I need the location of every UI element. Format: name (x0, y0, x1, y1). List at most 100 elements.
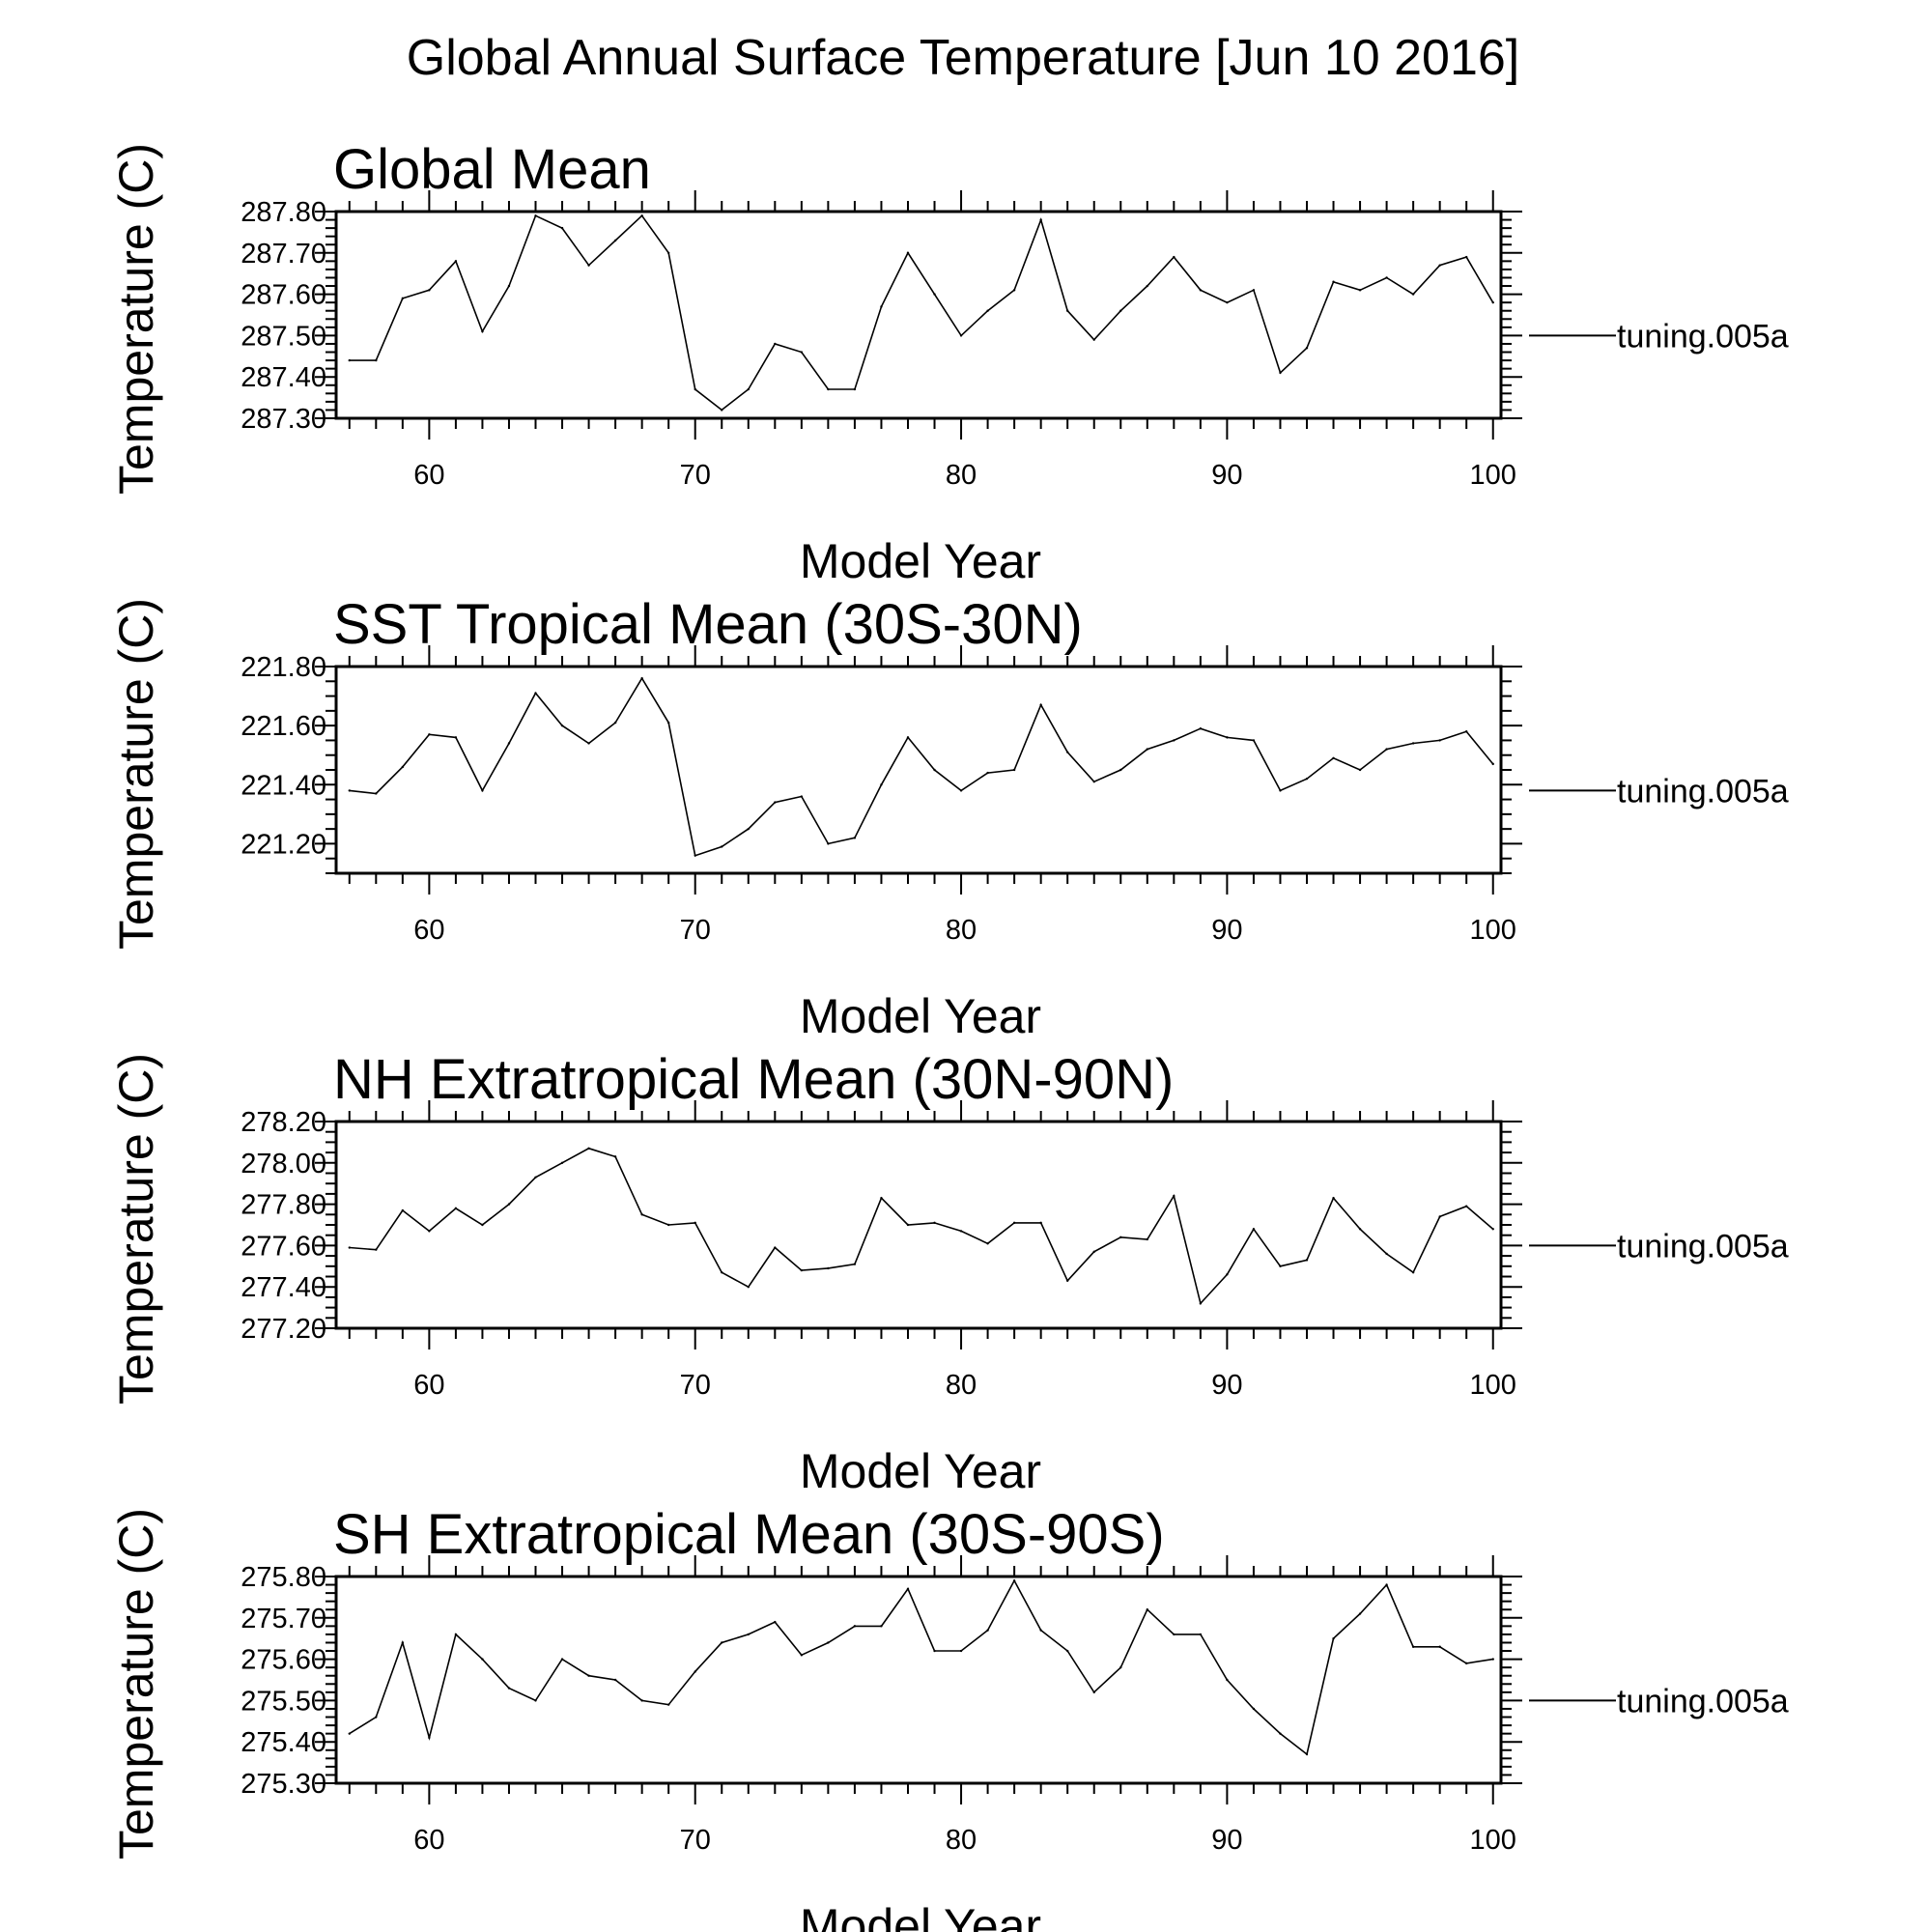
data-point (1279, 1732, 1282, 1735)
data-point (906, 1223, 910, 1227)
data-point (640, 1699, 643, 1702)
data-point (1092, 338, 1095, 341)
x-tick-label: 90 (1211, 1370, 1242, 1401)
data-point (1385, 1583, 1388, 1586)
x-axis-label: Model Year (800, 989, 1041, 1043)
data-point (933, 768, 936, 772)
data-point (1065, 1649, 1069, 1653)
data-point (694, 1670, 696, 1673)
data-point (1119, 309, 1122, 312)
data-point (1012, 1221, 1016, 1225)
data-point (348, 1732, 351, 1735)
data-point (348, 358, 351, 362)
data-point (827, 1641, 830, 1644)
data-point (1385, 1252, 1388, 1256)
data-point (1065, 751, 1069, 753)
data-point (1358, 1612, 1362, 1615)
data-point (853, 1263, 857, 1265)
x-tick-label: 80 (946, 1370, 977, 1401)
data-point (747, 1633, 750, 1636)
x-tick-label: 60 (413, 460, 444, 491)
data-point (1411, 742, 1415, 745)
y-axis-label: Temperature (C) (109, 143, 163, 495)
data-point (1199, 1633, 1203, 1636)
data-point (694, 854, 696, 857)
data-point (1279, 1264, 1282, 1268)
data-point (853, 387, 857, 391)
data-point (587, 264, 590, 267)
data-point (694, 387, 696, 391)
y-axis-label: Temperature (C) (109, 1053, 163, 1405)
data-point (1465, 255, 1468, 259)
data-point (1199, 727, 1203, 730)
y-tick-label: 275.40 (241, 1727, 326, 1758)
panel-title: SH Extratropical Mean (30S-90S) (333, 1503, 1165, 1566)
y-tick-label: 287.30 (241, 404, 326, 435)
data-point (428, 733, 431, 736)
y-tick-label: 275.30 (241, 1769, 326, 1800)
data-point (1039, 218, 1042, 221)
data-point (587, 1674, 590, 1677)
data-point (880, 783, 883, 786)
plot-frame (334, 1575, 1503, 1785)
data-point (1012, 1579, 1016, 1582)
y-tick-label: 221.80 (241, 652, 326, 683)
panel-4: SH Extratropical Mean (30S-90S) 60 70 80 90 1… (109, 1503, 1789, 1932)
data-point (428, 1230, 431, 1233)
data-point (613, 1678, 617, 1682)
data-point (774, 342, 777, 346)
y-tick-label: 278.00 (241, 1149, 326, 1179)
y-tick-label: 277.60 (241, 1231, 326, 1262)
data-point (375, 792, 378, 795)
data-point (880, 1625, 883, 1628)
data-point (560, 226, 564, 230)
data-point (721, 1271, 723, 1274)
data-point (986, 771, 989, 775)
data-point (534, 214, 537, 217)
data-point (507, 284, 511, 288)
data-point (1305, 1259, 1309, 1262)
data-point (1199, 289, 1203, 292)
data-point (454, 1633, 458, 1636)
data-point (666, 1703, 670, 1706)
data-point (454, 1207, 458, 1210)
data-point (481, 1223, 484, 1227)
data-point (1305, 347, 1309, 350)
data-point (800, 795, 804, 798)
data-point (1173, 1633, 1175, 1636)
data-point (774, 801, 777, 804)
data-point (1146, 748, 1148, 751)
panel-2: SST Tropical Mean (30S-30N) 60 70 80 90 100 22… (109, 593, 1789, 1043)
data-point (1332, 756, 1335, 759)
y-tick-label: 287.80 (241, 197, 326, 228)
data-point (906, 736, 910, 739)
y-tick-label: 287.60 (241, 280, 326, 311)
series-line (349, 676, 1494, 857)
x-tick-label: 60 (413, 915, 444, 946)
data-point (666, 1223, 670, 1227)
data-point (1438, 264, 1441, 267)
data-point (560, 1161, 564, 1165)
data-point (800, 1654, 804, 1657)
data-point (534, 1176, 537, 1179)
data-point (666, 251, 670, 254)
data-point (481, 1658, 484, 1661)
data-point (454, 260, 458, 263)
x-tick-label: 80 (946, 915, 977, 946)
y-axis-label: Temperature (C) (109, 598, 163, 950)
data-point (640, 677, 643, 680)
data-point (534, 692, 537, 695)
series-line (349, 214, 1494, 412)
data-point (1065, 1279, 1069, 1282)
data-point (1119, 1236, 1122, 1239)
data-point (880, 1196, 883, 1200)
panel-title: Global Mean (333, 138, 651, 201)
y-tick-label: 287.50 (241, 321, 326, 352)
data-point (1358, 289, 1362, 292)
data-point (1438, 1645, 1441, 1648)
x-tick-label: 100 (1470, 915, 1516, 946)
data-point (1199, 1302, 1203, 1305)
data-point (1332, 1196, 1335, 1200)
data-point (454, 736, 458, 739)
